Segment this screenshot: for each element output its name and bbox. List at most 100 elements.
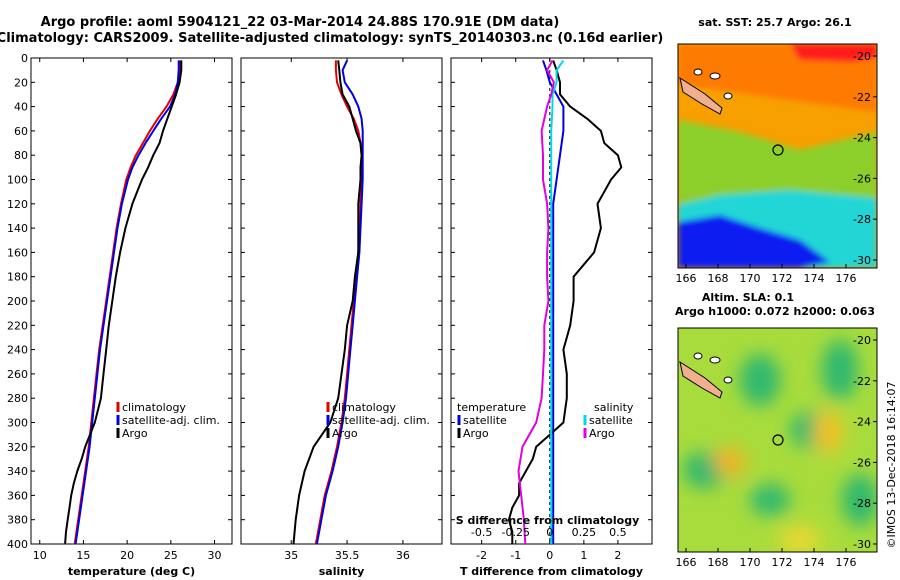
map-y-tick-label: -20 — [853, 334, 871, 347]
island-landmass-1 — [679, 76, 723, 115]
sst-cold-region — [678, 215, 830, 268]
map-y-tick-label: -28 — [853, 497, 871, 510]
map-y-tick-label: -28 — [853, 213, 871, 226]
sla-map-frame — [677, 327, 878, 553]
sla-low-anomaly-6 — [842, 474, 877, 526]
salinity-argo-line — [292, 60, 363, 545]
legend-item: Argo — [332, 427, 358, 440]
depth-tick-label: 60 — [14, 125, 28, 138]
x-tick-label: 10 — [33, 549, 47, 562]
island-landmass-2 — [679, 360, 723, 399]
legend-t-argo: Argo — [463, 427, 489, 440]
sla-low-anomaly-1 — [740, 354, 780, 406]
depth-tick-label: 160 — [7, 246, 28, 259]
sla-map-axes: 166 168 170 172 174 176 -20 -22 -24 -26 -28 -30 — [676, 334, 877, 569]
depth-tick-label: 200 — [7, 295, 28, 308]
plot-frame — [30, 57, 233, 545]
sla-high-anomaly-2 — [714, 448, 746, 476]
plot-frame — [240, 57, 443, 545]
legend-item: satellite-adj. clim. — [332, 414, 430, 427]
depth-tick-label: 280 — [7, 392, 28, 405]
depth-tick-label: 180 — [7, 271, 28, 284]
figure-title-line1: Argo profile: aoml 5904121_22 03-Mar-201… — [41, 15, 560, 30]
map-y-tick-label: -26 — [853, 172, 871, 185]
depth-tick-label: 400 — [7, 538, 28, 551]
sst-map-title: sat. SST: 25.7 Argo: 26.1 — [698, 16, 851, 29]
x-axis-label: temperature (deg C) — [68, 565, 195, 578]
sst-map-frame — [677, 43, 878, 269]
map-x-tick-label: 176 — [836, 556, 857, 569]
x-tick-label: -2 — [476, 549, 487, 562]
s-tick-label: 0.5 — [609, 526, 627, 539]
legend-s-argo: Argo — [589, 427, 615, 440]
depth-tick-label: 380 — [7, 514, 28, 527]
map-y-tick-label: -24 — [853, 132, 871, 145]
salinity-satellite-adj-clim--line — [315, 59, 364, 545]
sla-map-title-line1: Altim. SLA: 0.1 — [702, 291, 794, 304]
legend-t-satellite: satellite — [463, 414, 507, 427]
x-tick-label: -1 — [510, 549, 521, 562]
map-y-tick-label: -22 — [853, 375, 871, 388]
map-x-tick-label: 174 — [804, 556, 825, 569]
map-x-tick-label: 166 — [676, 272, 697, 285]
diff-s-satellite-line — [550, 59, 565, 544]
argo-location-marker-sla — [772, 434, 784, 446]
island-5 — [709, 356, 721, 364]
s-tick-label: -0.5 — [471, 526, 492, 539]
x-tick-label: 0 — [546, 549, 553, 562]
map-x-tick-label: 170 — [740, 272, 761, 285]
map-y-tick-label: -30 — [853, 538, 871, 551]
map-x-tick-label: 172 — [772, 272, 793, 285]
salinity-panel: 35 35.5 36 salinity climatologysatellite-adj… — [240, 57, 443, 578]
sst-hot-spot — [790, 44, 877, 62]
depth-tick-label: 100 — [7, 174, 28, 187]
copyright-label: ©IMOS 13-Dec-2018 16:14:07 — [885, 382, 898, 549]
island-3 — [723, 92, 733, 100]
sst-map — [678, 44, 877, 268]
x-axis-label: T difference from climatology — [460, 565, 643, 578]
island-2 — [709, 72, 721, 80]
sla-map — [678, 328, 877, 552]
depth-tick-label: 220 — [7, 319, 28, 332]
island-6 — [723, 376, 733, 384]
depth-tick-label: 120 — [7, 198, 28, 211]
x-tick-label: 1 — [580, 549, 587, 562]
x-tick-label: 2 — [614, 549, 621, 562]
x-tick-label: 36 — [396, 549, 410, 562]
x-tick-label: 20 — [120, 549, 134, 562]
map-x-tick-label: 176 — [836, 272, 857, 285]
map-y-tick-label: -20 — [853, 50, 871, 63]
legend-s-satellite: satellite — [589, 414, 633, 427]
sla-high-anomaly-3 — [778, 526, 822, 552]
map-y-tick-label: -24 — [853, 416, 871, 429]
legend-title-temperature: temperature — [457, 401, 526, 414]
depth-tick-label: 140 — [7, 222, 28, 235]
legend-item: satellite-adj. clim. — [122, 414, 220, 427]
x-tick-label: 15 — [76, 549, 90, 562]
s-tick-label: 0.25 — [572, 526, 597, 539]
map-x-tick-label: 174 — [804, 272, 825, 285]
x-axis-label: salinity — [319, 565, 365, 578]
island-4 — [693, 352, 703, 360]
depth-tick-label: 80 — [14, 149, 28, 162]
legend-title-salinity: salinity — [594, 401, 634, 414]
sla-low-anomaly-5 — [750, 484, 790, 516]
figure-title-line2: Climatology: CARS2009. Satellite-adjuste… — [0, 31, 663, 46]
depth-tick-label: 340 — [7, 465, 28, 478]
x-tick-label: 35.5 — [335, 549, 360, 562]
diff-s-argo-line — [517, 59, 555, 545]
depth-tick-label: 20 — [14, 76, 28, 89]
map-y-tick-label: -22 — [853, 91, 871, 104]
x-tick-label: 25 — [164, 549, 178, 562]
s-axis-label: S difference from climatology — [456, 514, 640, 527]
map-x-tick-label: 170 — [740, 556, 761, 569]
depth-tick-label: 260 — [7, 368, 28, 381]
temperature-argo-line — [64, 60, 183, 545]
depth-tick-label: 240 — [7, 344, 28, 357]
sst-map-axes: 166 168 170 172 174 176 -20 -22 -24 -26 -28 -30 — [676, 50, 877, 285]
temperature-panel: 0 20 40 60 80 100 120 140 160 180 200 220 240 260 280 3… — [7, 52, 233, 578]
depth-tick-label: 300 — [7, 417, 28, 430]
difference-panel: -2 -1 0 1 2 T difference from climatology -0.5… — [450, 57, 653, 578]
depth-tick-label: 360 — [7, 489, 28, 502]
